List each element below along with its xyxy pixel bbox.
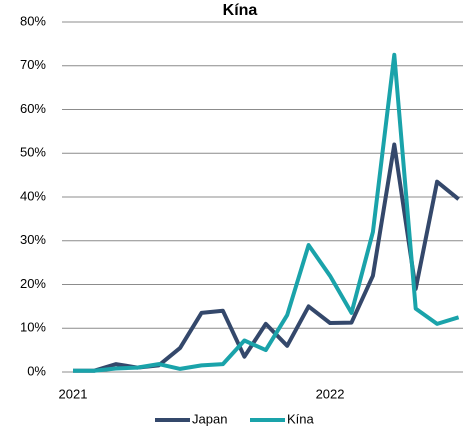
y-tick-label: 10% bbox=[20, 320, 46, 335]
y-tick-label: 30% bbox=[20, 232, 46, 247]
y-tick-label: 0% bbox=[27, 363, 46, 378]
y-tick-label: 70% bbox=[20, 57, 46, 72]
y-tick-label: 50% bbox=[20, 145, 46, 160]
chart-title: Kína bbox=[223, 2, 258, 19]
x-tick-label: 2021 bbox=[59, 386, 88, 401]
legend-label: Japan bbox=[192, 411, 227, 426]
y-tick-label: 40% bbox=[20, 188, 46, 203]
line-series bbox=[73, 142, 460, 373]
y-tick-label: 80% bbox=[20, 13, 46, 28]
x-tick-label: 2022 bbox=[316, 386, 345, 401]
line-series bbox=[73, 52, 460, 373]
y-tick-label: 60% bbox=[20, 101, 46, 116]
y-tick-label: 20% bbox=[20, 276, 46, 291]
legend-label: Kína bbox=[287, 411, 315, 426]
